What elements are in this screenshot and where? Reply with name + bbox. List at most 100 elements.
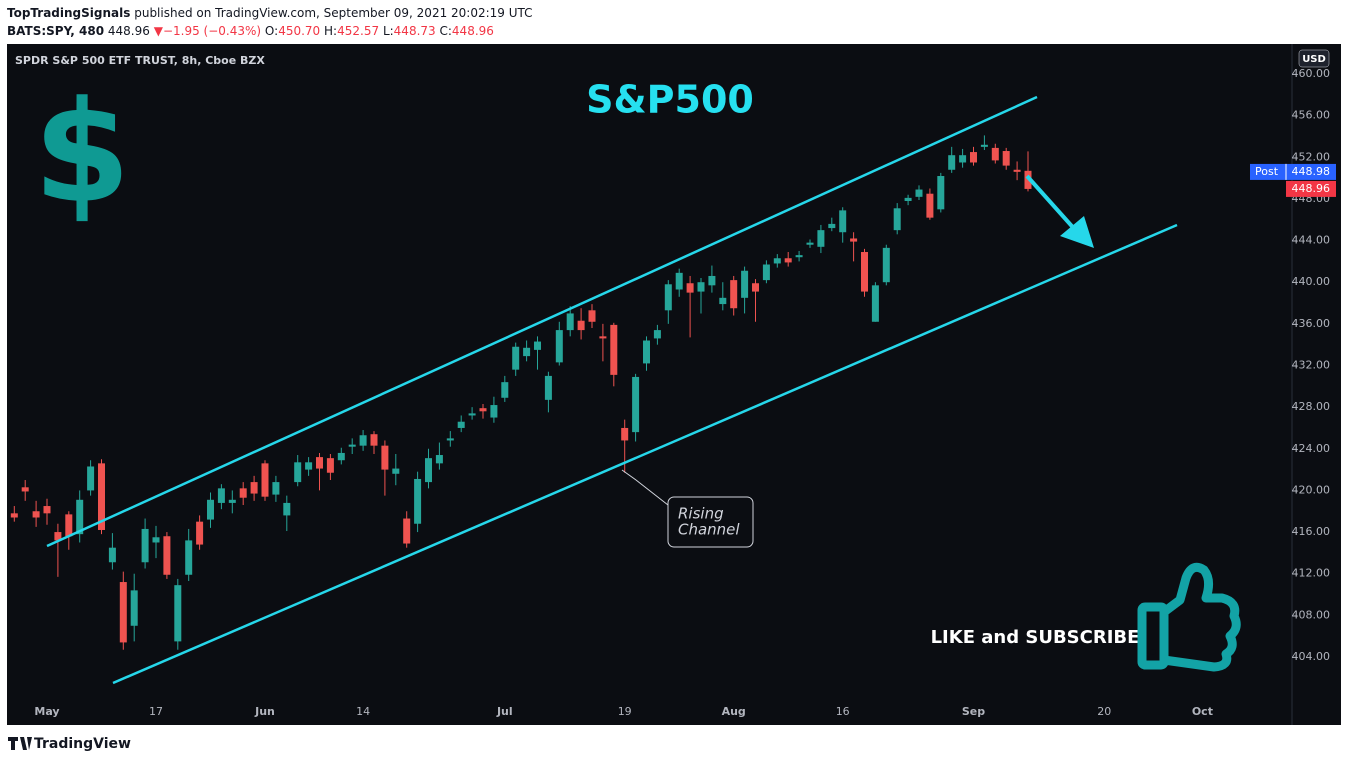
- candle-body: [294, 462, 302, 483]
- candle-body: [76, 499, 84, 535]
- x-tick-label: 20: [1097, 705, 1111, 718]
- symbol: BATS:SPY, 480: [7, 24, 105, 38]
- x-tick-label: Sep: [962, 705, 985, 718]
- candle-body: [283, 502, 291, 516]
- ohlc-value: 452.57: [337, 24, 380, 38]
- candle-body: [697, 282, 705, 292]
- candle-body: [795, 255, 803, 258]
- candle-body: [915, 189, 923, 197]
- post-label: Post: [1255, 165, 1279, 178]
- candle-body: [457, 421, 465, 428]
- headline: S&P500: [586, 78, 754, 122]
- candle-body: [10, 513, 18, 518]
- x-tick-label: May: [34, 705, 59, 718]
- candle-body: [871, 285, 879, 322]
- candle-body: [643, 340, 650, 364]
- candle-body: [403, 518, 411, 544]
- plot: 404.00 408.00 412.00 416.00 420.00 424.00 428.…: [10, 67, 1331, 718]
- candle-body: [664, 284, 672, 311]
- candle-body: [272, 482, 280, 495]
- candle-body: [21, 487, 29, 492]
- callout-box: [667, 496, 754, 548]
- thumbs-up: [1137, 562, 1241, 672]
- y-tick-label: 432.00: [1292, 358, 1331, 371]
- candle-body: [87, 466, 95, 491]
- published: published on TradingView.com, September …: [134, 6, 533, 20]
- candle-body: [32, 511, 40, 518]
- candle-body: [196, 521, 204, 545]
- candle-body: [980, 144, 988, 147]
- thumb-cuff: [1137, 602, 1169, 670]
- x-tick-label: 14: [356, 705, 370, 718]
- candle-body: [762, 264, 770, 281]
- candle-body: [806, 242, 814, 245]
- candle-body: [741, 270, 749, 298]
- logo: [8, 737, 32, 750]
- candle-body: [414, 478, 422, 524]
- candle-body: [501, 382, 509, 398]
- x-tick-label: Jul: [496, 705, 513, 718]
- candle-body: [446, 438, 454, 441]
- candle-body: [163, 536, 171, 575]
- dollar-sign: $: [33, 72, 130, 235]
- chart-pane: [7, 44, 1341, 725]
- arrow-shaft: [1025, 174, 1080, 235]
- y-tick-label: 460.00: [1292, 67, 1331, 80]
- change: −1.95 (−0.43%): [162, 24, 262, 38]
- candle-body: [621, 427, 629, 441]
- candle-body: [1013, 169, 1021, 172]
- candle-body: [512, 346, 520, 370]
- candle-body: [43, 506, 51, 514]
- candle-body: [119, 582, 127, 643]
- candle-body: [828, 223, 836, 229]
- cuff-dot: [1150, 649, 1156, 655]
- candle-body: [130, 590, 138, 626]
- candle-body: [882, 247, 890, 283]
- candle-body: [141, 528, 149, 563]
- candle-body: [392, 468, 400, 474]
- candle-body: [719, 297, 727, 305]
- y-tick-label: 428.00: [1292, 400, 1331, 413]
- post-price-tag: [1250, 163, 1336, 180]
- header-line: BATS:SPY, 480 448.96 ▼−1.95 (−0.43%) O:4…: [7, 22, 533, 40]
- candle-body: [850, 238, 858, 242]
- candle-body: [207, 499, 214, 520]
- cta: LIKE and SUBSCRIBE: [931, 627, 1140, 648]
- y-tick-label: 436.00: [1292, 317, 1331, 330]
- candle-body: [784, 258, 792, 263]
- candle-body: [773, 258, 781, 264]
- candle-body: [98, 463, 105, 530]
- candle-body: [817, 230, 825, 247]
- candle-body: [991, 147, 999, 161]
- thumb-hand: [1161, 562, 1241, 672]
- candle-body: [65, 514, 73, 537]
- x-tick-label: Oct: [1192, 705, 1213, 718]
- channel-upper: [46, 95, 1038, 548]
- brand[interactable]: TradingView: [34, 736, 131, 752]
- currency-box[interactable]: [1298, 49, 1330, 68]
- candle-body: [839, 210, 847, 233]
- candle-body: [152, 537, 160, 543]
- y-tick-label: 456.00: [1292, 109, 1331, 122]
- candle-body: [752, 283, 759, 292]
- currency[interactable]: USD: [1302, 54, 1326, 65]
- candle-body: [566, 313, 574, 331]
- candle-body: [959, 155, 967, 163]
- x-tick-label: 17: [149, 705, 163, 718]
- ohlc-label: H:: [324, 24, 338, 38]
- ohlc-label: C:: [439, 24, 452, 38]
- x-tick-label: 19: [618, 705, 632, 718]
- arrow-head: [1060, 216, 1094, 248]
- ohlc: O:450.70 H:452.57 L:448.73 C:448.96: [265, 24, 494, 38]
- candle-body: [425, 458, 432, 483]
- y-tick-label: 424.00: [1292, 442, 1331, 455]
- author[interactable]: TopTradingSignals: [7, 6, 131, 20]
- ohlc-label: O:: [264, 24, 279, 38]
- candle-body: [326, 458, 334, 473]
- candle-body: [686, 283, 694, 293]
- ohlc-label: L:: [382, 24, 394, 38]
- ohlc-value: 448.73: [393, 24, 436, 38]
- candle-body: [588, 310, 596, 322]
- candle-body: [370, 434, 378, 446]
